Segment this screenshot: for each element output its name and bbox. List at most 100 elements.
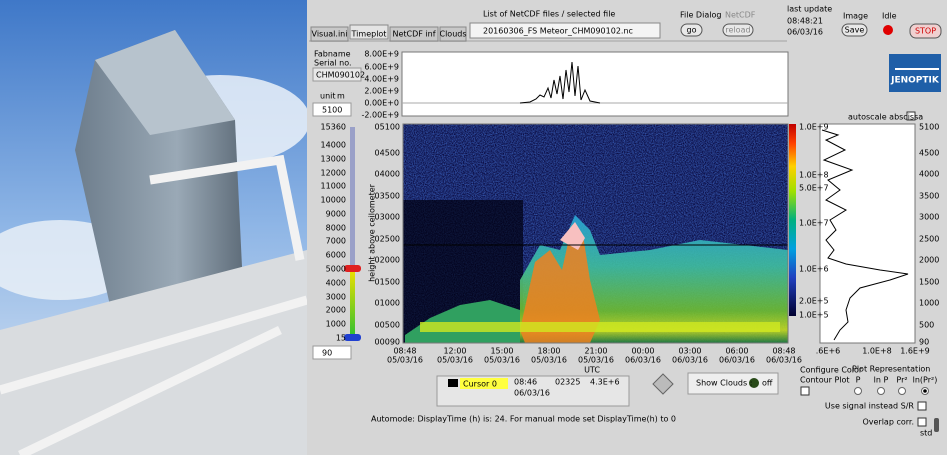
configure-color-label: Contour Plot [800, 376, 850, 385]
overlap-toggle[interactable] [934, 418, 939, 432]
slider-handle-bottom[interactable] [344, 334, 361, 341]
profile-y-tick-label: 500 [919, 321, 934, 330]
last-update-date: 06/03/16 [787, 28, 823, 37]
main-y-tick-label: 02500 [375, 235, 400, 244]
cursor-date: 06/03/16 [514, 389, 550, 398]
slider-tick-label: 9000 [326, 210, 346, 219]
top-y-tick-label: -2.00E+9 [361, 111, 399, 120]
screen: Visual.iniTimeplotNetCDF infCloudsList o… [0, 0, 947, 455]
slider-handle-top[interactable] [344, 265, 361, 272]
slider-tick-label: 10000 [321, 196, 346, 205]
cursor-time: 08:46 [514, 378, 537, 387]
profile-plot [820, 124, 915, 343]
top-y-tick-label: 0.00E+0 [364, 99, 399, 108]
profile-y-tick-label: 2000 [919, 256, 939, 265]
tab-label: NetCDF inf [392, 30, 435, 39]
slider-track[interactable] [350, 127, 355, 269]
go-button-label: go [687, 26, 697, 35]
x-tick-time: 15:00 [490, 347, 513, 356]
slider-tick-label: 15360 [321, 123, 346, 132]
x-tick-date: 05/03/16 [578, 356, 614, 365]
autoscale-label: autoscale abscissa [848, 113, 923, 122]
heatmap-surface [420, 322, 780, 332]
page: {"tabs":["Visual.ini","Timeplot","NetCDF… [0, 0, 947, 455]
x-label: UTC [584, 366, 600, 375]
use-signal-checkbox[interactable] [918, 402, 926, 410]
colorbar-tick-label: 1.0E+8 [799, 171, 829, 180]
main-y-tick-label: 05100 [375, 123, 400, 132]
configure-color-checkbox[interactable] [801, 387, 809, 395]
colorbar-tick-label: 1.0E+5 [799, 311, 829, 320]
fabname-label: Fabname [314, 50, 351, 59]
main-y-tick-label: 01500 [375, 278, 400, 287]
main-y-tick-label: 01000 [375, 299, 400, 308]
cursor-height: 02325 [555, 378, 580, 387]
colorbar-tick-label: 5.0E+7 [799, 184, 829, 193]
radio-dot [923, 389, 927, 393]
serial-value: CHM090102 [316, 71, 365, 80]
profile-y-tick-label: 1500 [919, 278, 939, 287]
x-tick-time: 12:00 [443, 347, 466, 356]
x-tick-time: 06:00 [725, 347, 748, 356]
max-height: 5100 [322, 106, 342, 115]
profile-y-tick-label: 90 [919, 338, 929, 347]
x-tick-date: 06/03/16 [625, 356, 661, 365]
profile-y-tick-label: 3500 [919, 192, 939, 201]
plot-option-label: P [856, 376, 861, 385]
x-tick-date: 05/03/16 [387, 356, 423, 365]
overlap-label: Overlap corr. [862, 418, 914, 427]
idle-led [883, 25, 893, 35]
main-y-tick-label: 00090 [375, 338, 400, 347]
x-tick-time: 03:00 [678, 347, 701, 356]
radio[interactable] [878, 388, 885, 395]
netcdf-label: NetCDF [725, 11, 756, 20]
main-y-tick-label: 04000 [375, 170, 400, 179]
file-selected: 20160306_FS Meteor_CHM090102.nc [483, 27, 633, 36]
slider-tick-label: 8000 [326, 224, 346, 233]
main-y-tick-label: 03500 [375, 192, 400, 201]
min-height: 90 [322, 349, 332, 358]
tab-label: Clouds [439, 30, 466, 39]
plot-option-label: ln(Pr²) [913, 376, 938, 385]
slider-tick-label: 14000 [321, 141, 346, 150]
x-tick-time: 00:00 [631, 347, 654, 356]
serial-label: Serial no. [314, 59, 352, 68]
colorbar-tick-label: 2.0E+5 [799, 297, 829, 306]
main-y-tick-label: 02000 [375, 256, 400, 265]
overlap-checkbox[interactable] [918, 418, 926, 426]
use-signal-label: Use signal instead S/R [825, 402, 915, 411]
x-tick-date: 06/03/16 [719, 356, 755, 365]
x-tick-time: 08:48 [772, 347, 795, 356]
show-clouds-label: Show Clouds : [696, 379, 752, 388]
top-y-tick-label: 8.00E+9 [364, 50, 399, 59]
overlap-mode: std [920, 429, 932, 438]
main-y-tick-label: 03000 [375, 213, 400, 222]
profile-x-tick-label: 1.6E+9 [900, 347, 930, 356]
profile-y-tick-label: 3000 [919, 213, 939, 222]
radio[interactable] [899, 388, 906, 395]
logo-text: JENOPTIK [890, 76, 940, 86]
slider-tick-label: 12000 [321, 169, 346, 178]
profile-y-tick-label: 2500 [919, 235, 939, 244]
last-update-label: last update [787, 5, 832, 14]
slider-range[interactable] [350, 269, 355, 337]
colorbar [789, 124, 796, 316]
cursor-name: Cursor 0 [463, 380, 497, 389]
profile-y-tick-label: 1000 [919, 299, 939, 308]
slider-tick-label: 1000 [326, 320, 346, 329]
status-label: Idle [882, 12, 897, 21]
save-button-label: Save [845, 26, 865, 35]
reload-button-label: reload [725, 26, 750, 35]
x-tick-date: 05/03/16 [531, 356, 567, 365]
heatmap [403, 124, 788, 343]
cursor-swatch [448, 379, 458, 387]
slider-tick-label: 6000 [326, 251, 346, 260]
colorbar-tick-label: 1.0E+7 [799, 219, 829, 228]
image-label: Image [843, 12, 868, 21]
logo-bg [889, 54, 941, 92]
profile-x-tick-label: 1.0E+8 [862, 347, 892, 356]
profile-x-tick-label: .6E+6 [816, 347, 840, 356]
radio[interactable] [855, 388, 862, 395]
main-y-tick-label: 04500 [375, 149, 400, 158]
slider-tick-label: 13000 [321, 155, 346, 164]
